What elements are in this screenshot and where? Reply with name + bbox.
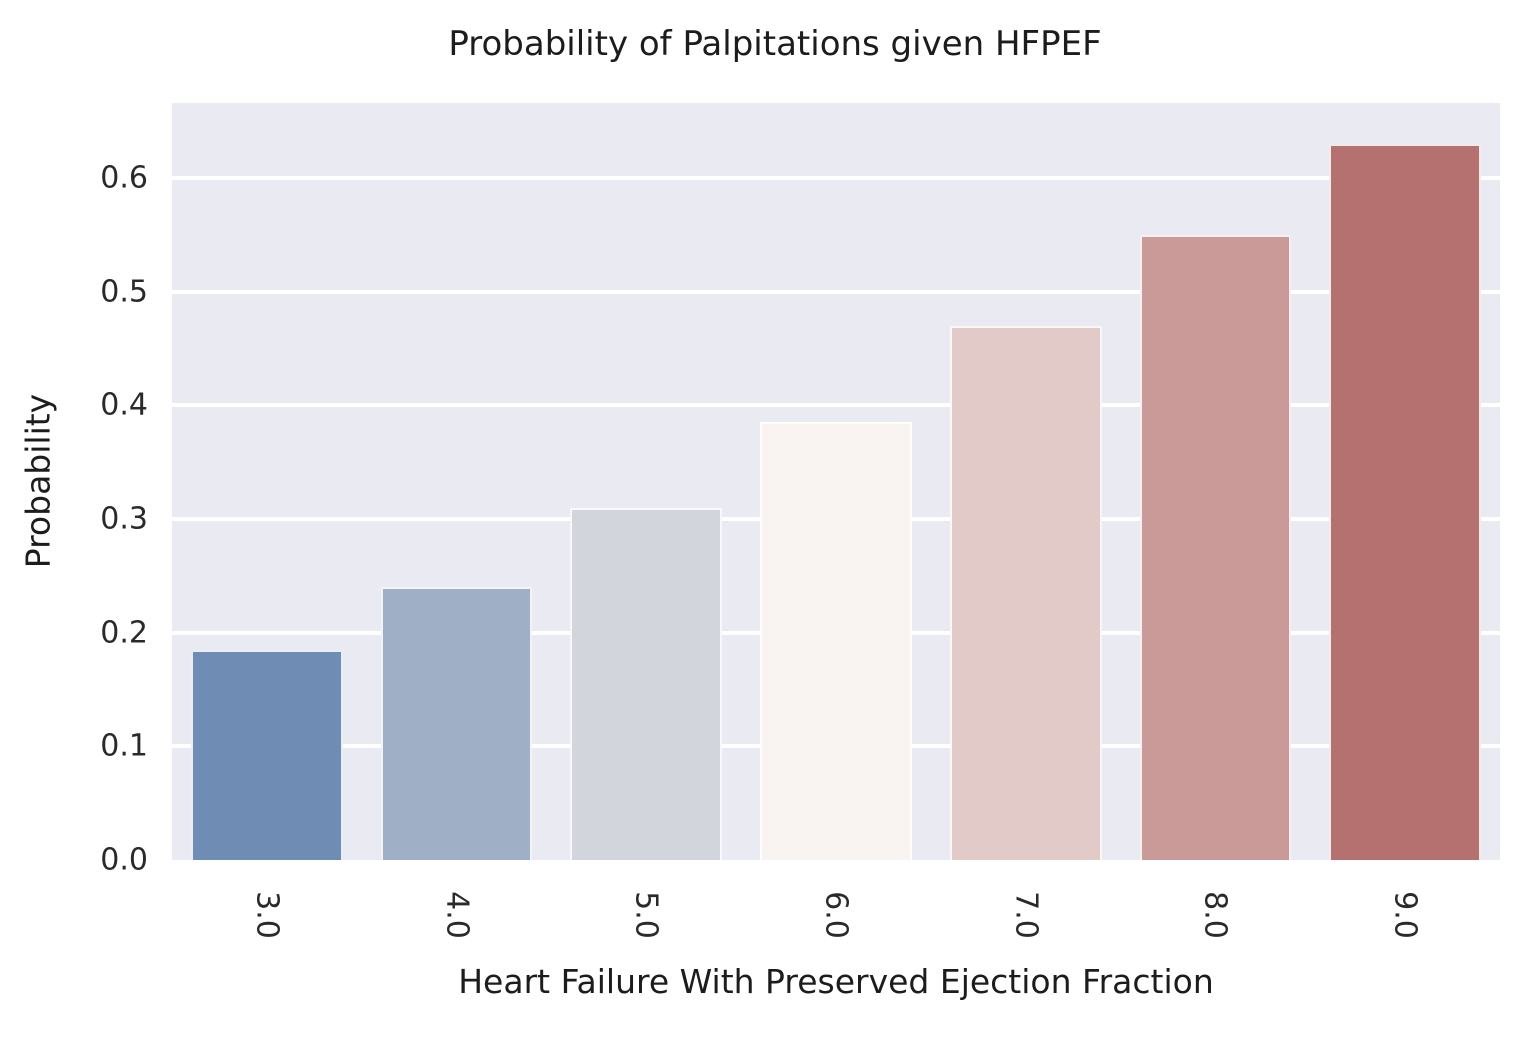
x-tick-label: 9.0 [1387,891,1423,939]
x-tick-label: 6.0 [818,891,854,939]
bar [570,507,723,860]
y-tick-label: 0.3 [100,501,148,537]
y-tick-label: 0.1 [100,728,148,764]
y-tick-label: 0.5 [100,274,148,310]
y-tick-label: 0.0 [100,842,148,878]
x-tick-label: 8.0 [1197,891,1233,939]
x-axis-label: Heart Failure With Preserved Ejection Fr… [458,962,1214,1001]
bar [949,325,1102,860]
y-tick-label: 0.2 [100,615,148,651]
bar [1329,143,1482,860]
bar [380,587,533,860]
y-tick-label: 0.4 [100,387,148,423]
gridline [172,176,1500,181]
chart-title: Probability of Palpitations given HFPEF [448,24,1102,64]
plot-area [172,103,1500,860]
y-tick-label: 0.6 [100,160,148,196]
x-tick-label: 5.0 [628,891,664,939]
bar [760,422,912,860]
gridline [172,289,1500,294]
x-tick-label: 7.0 [1008,891,1044,939]
bar [1139,234,1292,860]
gridline [172,403,1500,408]
x-tick-label: 3.0 [249,891,285,939]
x-tick-label: 4.0 [439,891,475,939]
bar [190,649,343,860]
